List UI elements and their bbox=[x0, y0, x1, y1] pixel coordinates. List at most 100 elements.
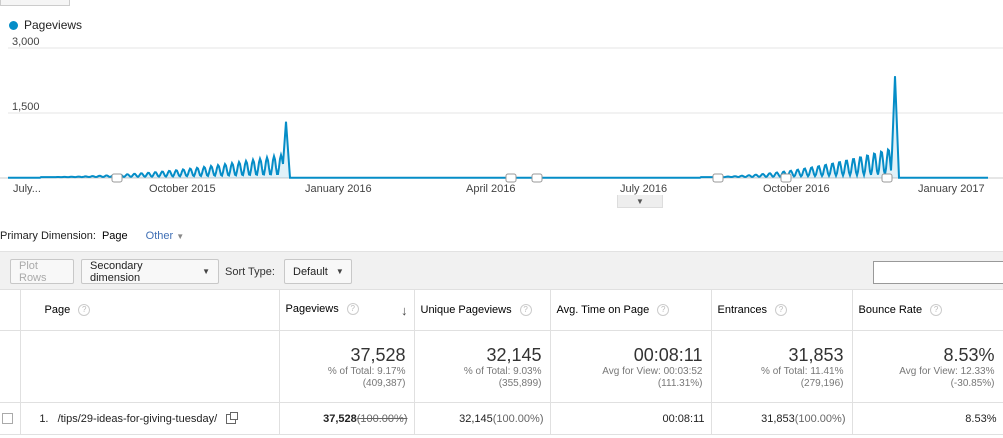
help-icon[interactable]: ? bbox=[346, 302, 359, 315]
annotation-icon bbox=[111, 173, 123, 183]
row-avg-time-value: 00:08:11 bbox=[662, 412, 705, 425]
column-header-pageviews-label: Pageviews bbox=[285, 302, 339, 315]
total-entrances-value: 31,853 bbox=[788, 344, 844, 365]
row-unique-pageviews: 32,145(100.00%) bbox=[414, 402, 551, 435]
chart-expand-toggle[interactable]: ▼ bbox=[617, 195, 663, 208]
table-search-input[interactable] bbox=[873, 261, 1003, 284]
row-index: 1. bbox=[39, 412, 49, 425]
chevron-down-icon: ▼ bbox=[176, 232, 185, 241]
total-bounce-rate-value: 8.53% bbox=[943, 344, 995, 365]
total-bounce-rate: 8.53% Avg for View: 12.33% (-30.85%) bbox=[852, 330, 1003, 403]
total-avg-time-line1: Avg for View: 00:03:52 bbox=[602, 365, 703, 377]
column-header-bounce-rate-label: Bounce Rate bbox=[858, 303, 923, 316]
column-header-page-label: Page bbox=[44, 303, 71, 316]
total-avg-time-line2: (111.31%) bbox=[657, 377, 703, 389]
chart-svg: 3,000 1,500 July... October 2015 January 201… bbox=[0, 36, 1003, 195]
primary-dimension-label: Primary Dimension: bbox=[0, 230, 96, 242]
help-icon[interactable]: ? bbox=[519, 304, 532, 317]
sort-type-label: Sort Type: bbox=[225, 266, 275, 278]
total-pageviews: 37,528 % of Total: 9.17% (409,387) bbox=[279, 330, 415, 403]
row-entrances-pct: (100.00%) bbox=[794, 412, 846, 425]
x-tick-label: January 2017 bbox=[918, 183, 985, 195]
y-tick-label: 1,500 bbox=[12, 101, 40, 113]
row-pageviews-pct: (100.00%) bbox=[356, 412, 408, 425]
chevron-down-icon: ▼ bbox=[202, 267, 210, 276]
column-header-bounce-rate[interactable]: Bounce Rate? bbox=[852, 289, 1003, 331]
row-unique-pageviews-value: 32,145 bbox=[459, 412, 493, 425]
row-pageviews-value: 37,528 bbox=[323, 412, 357, 425]
x-tick-label: July... bbox=[13, 183, 41, 195]
sort-type-dropdown[interactable]: Default ▼ bbox=[284, 259, 352, 284]
sort-descending-icon: ↓ bbox=[401, 302, 408, 318]
help-icon[interactable]: ? bbox=[930, 304, 943, 317]
row-page-link[interactable]: /tips/29-ideas-for-giving-tuesday/ bbox=[57, 412, 218, 425]
total-avg-time: 00:08:11 Avg for View: 00:03:52 (111.31%… bbox=[550, 330, 712, 403]
row-bounce-rate: 8.53% bbox=[852, 402, 1003, 435]
sort-type-value: Default bbox=[293, 265, 328, 278]
help-icon[interactable]: ? bbox=[78, 304, 91, 317]
primary-dimension-bar: Primary Dimension: Page Other ▼ bbox=[0, 230, 184, 242]
x-tick-label: January 2016 bbox=[305, 183, 372, 195]
total-pageviews-line2: (409,387) bbox=[362, 377, 406, 389]
totals-spacer bbox=[0, 330, 21, 403]
total-unique-pageviews: 32,145 % of Total: 9.03% (355,899) bbox=[414, 330, 551, 403]
column-header-avg-time[interactable]: Avg. Time on Page? bbox=[550, 289, 712, 331]
primary-dimension-other[interactable]: Other ▼ bbox=[146, 230, 185, 242]
column-header-avg-time-label: Avg. Time on Page bbox=[556, 303, 650, 316]
total-pageviews-line1: % of Total: 9.17% bbox=[327, 365, 406, 377]
row-bounce-rate-value: 8.53% bbox=[965, 412, 997, 425]
total-unique-pageviews-line2: (355,899) bbox=[498, 377, 542, 389]
help-icon[interactable]: ? bbox=[775, 304, 788, 317]
chevron-down-icon: ▼ bbox=[335, 267, 344, 276]
plot-rows-button[interactable]: Plot Rows bbox=[10, 259, 74, 284]
total-unique-pageviews-line1: % of Total: 9.03% bbox=[463, 365, 542, 377]
plot-rows-label: Plot Rows bbox=[19, 259, 47, 284]
column-header-pageviews[interactable]: Pageviews? ↓ bbox=[279, 289, 415, 331]
select-all-cell bbox=[0, 289, 21, 331]
totals-page-cell bbox=[20, 330, 280, 403]
total-unique-pageviews-value: 32,145 bbox=[486, 344, 542, 365]
primary-dimension-page[interactable]: Page bbox=[101, 230, 128, 242]
annotation-icon bbox=[531, 173, 543, 183]
series-line-pageviews bbox=[8, 76, 988, 179]
y-tick-label: 3,000 bbox=[12, 36, 40, 48]
column-header-entrances[interactable]: Entrances? bbox=[711, 289, 853, 331]
secondary-dimension-dropdown[interactable]: Secondary dimension ▼ bbox=[81, 259, 219, 284]
column-header-page[interactable]: Page? bbox=[20, 289, 280, 331]
total-entrances-line2: (279,196) bbox=[800, 377, 844, 389]
pageviews-chart[interactable]: 3,000 1,500 July... October 2015 January 201… bbox=[0, 36, 1003, 206]
chart-legend: Pageviews bbox=[9, 18, 82, 32]
other-label[interactable]: Other bbox=[145, 230, 174, 242]
series-dot-icon bbox=[9, 20, 18, 30]
report-toolbar: Plot Rows Secondary dimension ▼ Sort Type… bbox=[0, 251, 1003, 289]
row-entrances-value: 31,853 bbox=[761, 412, 795, 425]
total-entrances-line1: % of Total: 11.41% bbox=[761, 365, 844, 377]
help-icon[interactable]: ? bbox=[657, 304, 670, 317]
total-pageviews-value: 37,528 bbox=[350, 344, 406, 365]
row-checkbox-cell[interactable] bbox=[0, 402, 21, 435]
row-unique-pageviews-pct: (100.00%) bbox=[492, 412, 544, 425]
table-header-row: Page? Pageviews? ↓ Unique Pageviews? Avg.… bbox=[0, 289, 1003, 331]
annotation-icon bbox=[505, 173, 517, 183]
top-toolbar-fragment bbox=[0, 0, 70, 6]
row-entrances: 31,853(100.00%) bbox=[711, 402, 853, 435]
total-avg-time-value: 00:08:11 bbox=[633, 344, 703, 365]
row-checkbox[interactable] bbox=[2, 413, 13, 425]
column-header-unique-pageviews[interactable]: Unique Pageviews? bbox=[414, 289, 551, 331]
totals-row: 37,528 % of Total: 9.17% (409,387) 32,14… bbox=[0, 330, 1003, 403]
total-entrances: 31,853 % of Total: 11.41% (279,196) bbox=[711, 330, 853, 403]
x-tick-label: October 2016 bbox=[763, 183, 830, 195]
legend-label: Pageviews bbox=[24, 18, 83, 32]
column-header-entrances-label: Entrances bbox=[717, 303, 768, 316]
secondary-dimension-label: Secondary dimension bbox=[90, 259, 143, 284]
external-link-icon[interactable] bbox=[226, 411, 239, 424]
total-bounce-rate-line2: (-30.85%) bbox=[950, 377, 995, 389]
column-header-unique-pageviews-label: Unique Pageviews bbox=[420, 303, 512, 316]
total-bounce-rate-line1: Avg for View: 12.33% bbox=[899, 365, 995, 377]
row-pageviews: 37,528(100.00%) bbox=[279, 402, 415, 435]
annotation-icon bbox=[712, 173, 724, 183]
x-tick-label: October 2015 bbox=[149, 183, 216, 195]
row-page-cell[interactable]: 1. /tips/29-ideas-for-giving-tuesday/ bbox=[20, 402, 280, 435]
annotation-icon bbox=[881, 173, 893, 183]
table-row[interactable]: 1. /tips/29-ideas-for-giving-tuesday/ 37… bbox=[0, 402, 1003, 435]
